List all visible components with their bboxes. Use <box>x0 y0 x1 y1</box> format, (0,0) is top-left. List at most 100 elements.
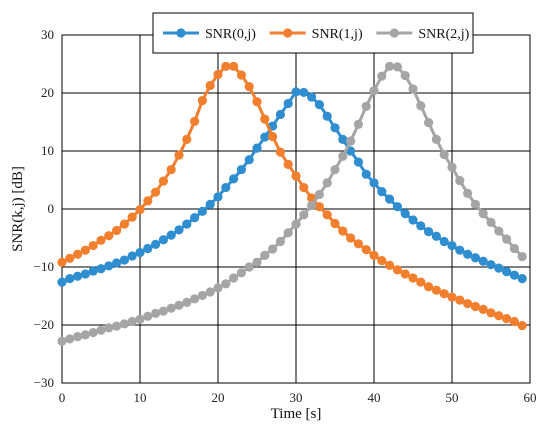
legend-item: SNR(0,j) <box>163 27 256 42</box>
data-point <box>127 316 137 327</box>
y-tick-label: 0 <box>48 201 55 216</box>
data-point <box>494 311 504 321</box>
data-point <box>314 189 324 200</box>
data-point <box>447 240 457 251</box>
data-point <box>299 182 309 193</box>
legend-swatch-marker <box>176 28 186 38</box>
legend-box <box>152 12 474 54</box>
data-point <box>96 325 106 335</box>
data-point <box>424 282 434 292</box>
data-point <box>221 61 231 71</box>
data-point <box>353 157 363 167</box>
data-point <box>197 290 207 301</box>
data-point <box>143 243 153 254</box>
data-point <box>174 225 184 235</box>
data-point <box>338 134 348 144</box>
data-point <box>369 86 379 96</box>
data-point <box>135 247 145 258</box>
data-point <box>517 274 527 284</box>
data-point <box>478 304 488 314</box>
x-tick-label: 60 <box>524 390 537 405</box>
data-point <box>377 187 387 197</box>
data-point <box>299 210 309 220</box>
data-point <box>346 233 356 243</box>
data-point <box>470 301 480 312</box>
data-point <box>517 320 527 331</box>
data-point <box>509 270 519 280</box>
data-point <box>205 287 215 297</box>
data-point <box>494 263 504 273</box>
data-point <box>338 151 348 161</box>
data-point <box>229 61 239 71</box>
legend-label: SNR(0,j) <box>205 27 256 42</box>
legend-item: SNR(1,j) <box>269 27 363 42</box>
series-0 <box>57 87 527 287</box>
data-point <box>486 308 496 318</box>
x-tick-label: 10 <box>134 390 147 405</box>
data-point <box>88 266 98 276</box>
data-point <box>478 209 488 219</box>
data-point <box>392 62 402 72</box>
x-tick-label: 0 <box>59 390 66 405</box>
data-point <box>213 69 223 80</box>
data-point <box>182 297 192 307</box>
data-point <box>229 174 239 184</box>
y-tick-label: 10 <box>41 143 54 158</box>
legend-label: SNR(2,j) <box>418 27 469 42</box>
series-1 <box>57 61 527 331</box>
data-point <box>361 245 371 255</box>
x-axis-title: Time [s] <box>271 406 322 422</box>
data-point <box>283 228 293 238</box>
data-point <box>424 117 434 128</box>
data-point <box>73 332 83 342</box>
data-point <box>127 251 137 261</box>
data-point <box>377 256 387 266</box>
data-point <box>447 162 457 172</box>
data-point <box>322 210 332 220</box>
data-point <box>213 283 223 293</box>
data-point <box>88 240 98 251</box>
data-point <box>299 87 309 98</box>
data-point <box>197 95 207 106</box>
data-point <box>502 234 512 244</box>
data-point <box>463 188 473 198</box>
data-point <box>392 265 402 275</box>
data-point <box>252 143 262 153</box>
data-point <box>80 330 90 340</box>
series-2 <box>57 61 527 346</box>
legend-swatch-marker <box>283 28 293 38</box>
data-point <box>268 131 278 142</box>
data-point <box>174 150 184 160</box>
data-point <box>104 231 114 241</box>
data-point <box>182 219 192 229</box>
data-point <box>190 294 200 304</box>
data-point <box>486 260 496 270</box>
data-point <box>385 194 395 204</box>
data-point <box>143 196 153 206</box>
data-point <box>166 230 176 240</box>
data-point <box>104 323 114 333</box>
data-point <box>330 164 340 175</box>
data-point <box>353 239 363 249</box>
data-point <box>392 202 402 212</box>
data-point <box>143 311 153 321</box>
data-point <box>322 178 332 188</box>
data-point <box>517 251 527 262</box>
data-point <box>213 192 223 202</box>
data-point <box>260 250 270 260</box>
data-point <box>400 71 410 81</box>
data-point <box>135 314 145 324</box>
data-point <box>470 199 480 209</box>
data-point <box>244 262 254 272</box>
data-point <box>205 80 215 91</box>
data-point <box>158 176 168 186</box>
data-point <box>338 226 348 236</box>
data-point <box>307 92 317 102</box>
data-point <box>119 255 129 265</box>
data-point <box>416 221 426 231</box>
data-point <box>494 226 504 236</box>
data-point <box>112 321 122 331</box>
data-point <box>455 295 465 305</box>
